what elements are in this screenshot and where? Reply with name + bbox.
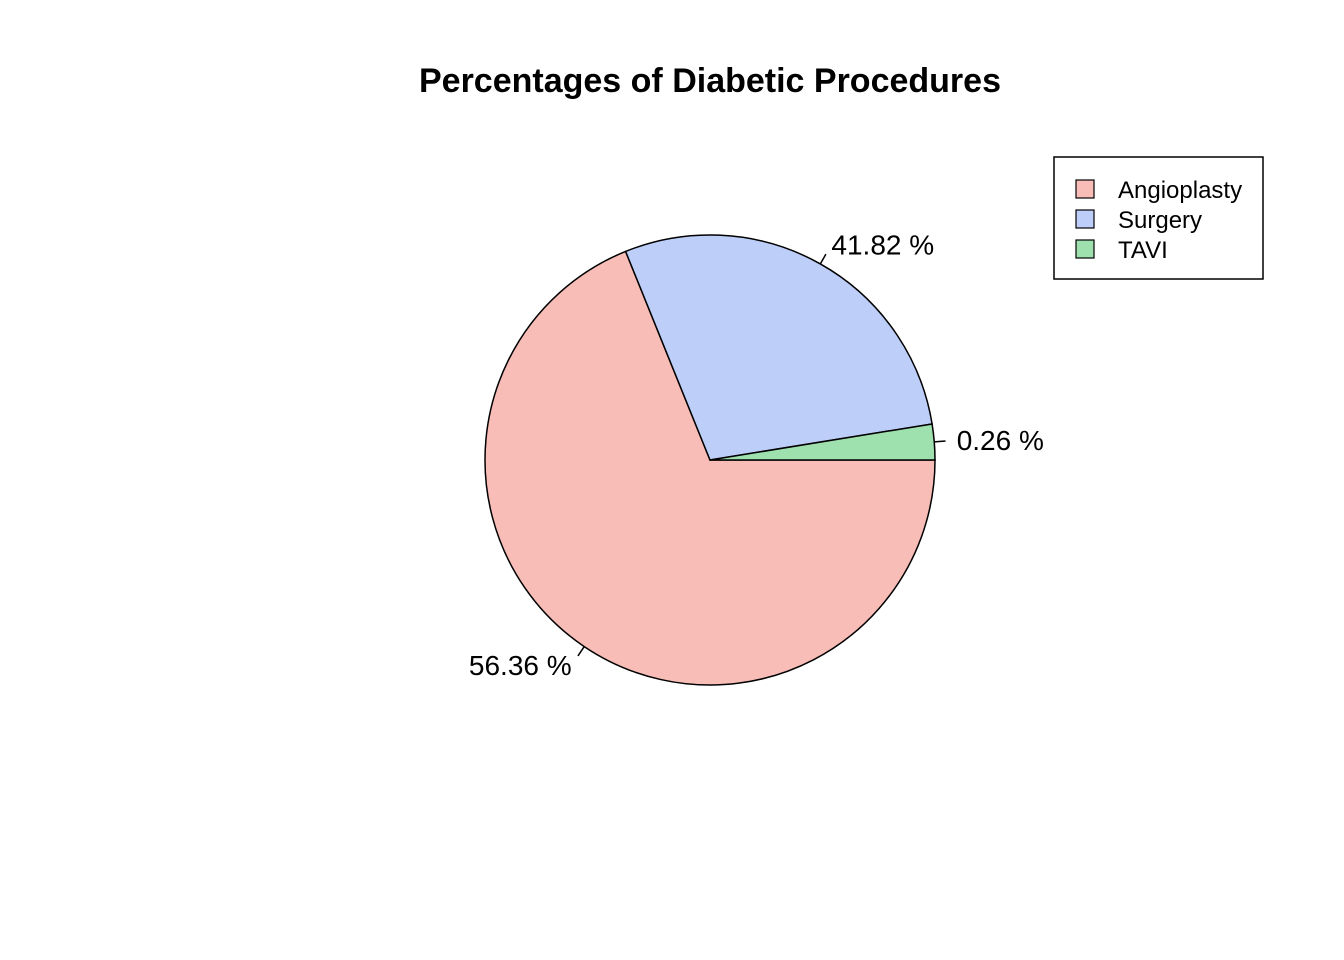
slice-label-tavi: 0.26 % xyxy=(957,425,1044,456)
slice-label-ticks xyxy=(577,253,946,657)
slice-label-surgery: 41.82 % xyxy=(831,229,934,260)
legend-label-tavi: TAVI xyxy=(1118,237,1168,264)
legend-label-surgery: Surgery xyxy=(1118,207,1202,234)
slice-label-angioplasty: 56.36 % xyxy=(469,650,572,681)
legend-swatch-angioplasty xyxy=(1075,179,1095,199)
legend: Angioplasty Surgery TAVI xyxy=(1053,156,1264,280)
pie-slices xyxy=(484,234,936,686)
legend-label-angioplasty: Angioplasty xyxy=(1118,177,1242,204)
slice-label-tick-surgery xyxy=(819,253,827,265)
slice-labels: 56.36 % 41.82 % 0.26 % xyxy=(469,229,1044,681)
slice-label-tick-angioplasty xyxy=(577,646,585,657)
pie-slice-angioplasty xyxy=(484,250,936,686)
pie-slice-surgery xyxy=(624,234,933,461)
slice-label-tick-tavi xyxy=(934,440,946,443)
chart-title: Percentages of Diabetic Procedures xyxy=(419,62,1001,100)
legend-swatch-surgery xyxy=(1075,209,1095,229)
legend-swatch-tavi xyxy=(1075,239,1095,259)
